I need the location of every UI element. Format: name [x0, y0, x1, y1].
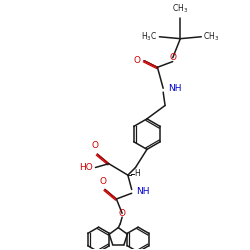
- Text: NH: NH: [136, 187, 150, 196]
- Text: O: O: [133, 56, 140, 65]
- Text: O: O: [92, 141, 99, 150]
- Text: O: O: [119, 209, 126, 218]
- Text: O: O: [169, 53, 176, 62]
- Text: CH$_3$: CH$_3$: [172, 2, 188, 15]
- Text: HO: HO: [79, 163, 92, 172]
- Text: NH: NH: [168, 84, 181, 93]
- Text: O: O: [100, 177, 106, 186]
- Text: CH$_3$: CH$_3$: [203, 30, 220, 43]
- Text: H$_3$C: H$_3$C: [141, 30, 158, 43]
- Text: H: H: [134, 169, 140, 178]
